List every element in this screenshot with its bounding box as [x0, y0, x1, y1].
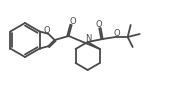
Text: O: O — [43, 26, 50, 35]
Text: O: O — [69, 16, 76, 25]
Text: O: O — [95, 20, 102, 29]
Text: O: O — [113, 29, 120, 38]
Text: N: N — [85, 33, 91, 42]
